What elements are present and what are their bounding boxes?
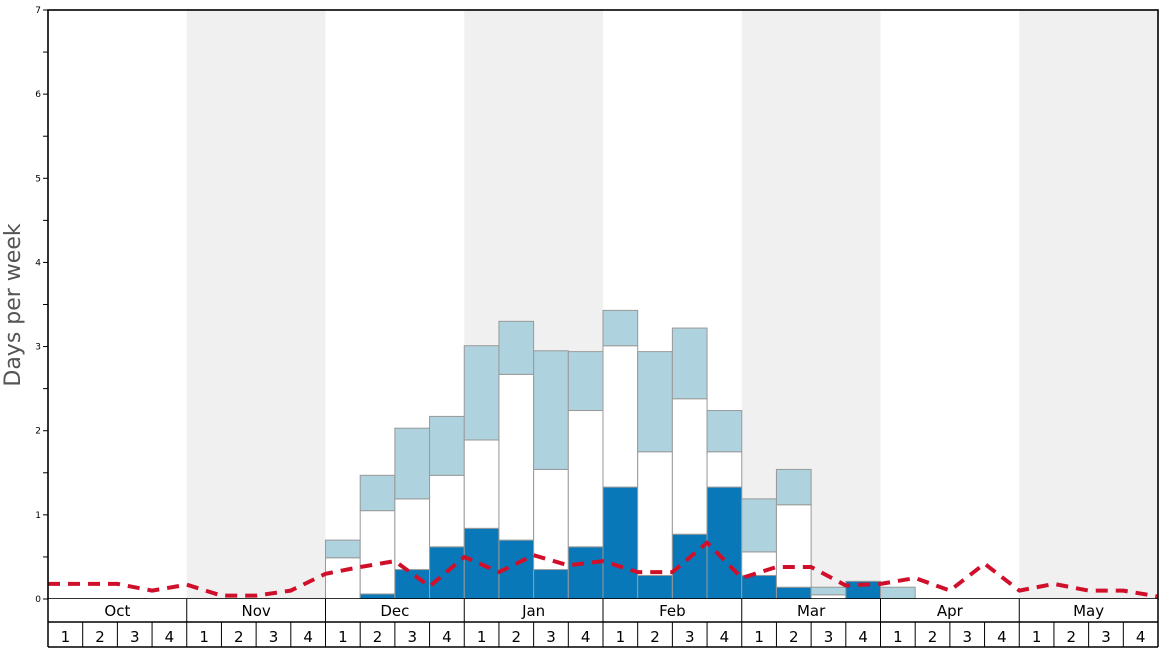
week-label: 1 <box>1032 628 1042 646</box>
bar-segment <box>775 468 812 506</box>
week-label: 3 <box>685 628 695 646</box>
week-label: 1 <box>61 628 71 646</box>
bar-segment <box>429 546 465 600</box>
bar-segment <box>637 351 673 453</box>
dashed-line-series <box>48 540 1159 599</box>
week-label: 2 <box>928 628 938 646</box>
bar-segment <box>741 574 777 600</box>
bar-segment <box>498 373 535 541</box>
y-tick-label: 1 <box>35 511 41 521</box>
bar-segment <box>741 498 777 553</box>
week-label: 3 <box>962 628 972 646</box>
week-label: 1 <box>754 628 764 646</box>
bar-segment <box>706 486 743 600</box>
week-label: 4 <box>858 628 868 646</box>
week-label: 4 <box>165 628 175 646</box>
bar-segment <box>567 410 604 548</box>
week-label: 1 <box>199 628 209 646</box>
bar-segment <box>810 586 847 596</box>
week-label: 1 <box>477 628 487 646</box>
bar-segment <box>567 351 604 412</box>
bar-segment <box>775 586 812 600</box>
bar-segment <box>602 486 639 600</box>
week-label: 4 <box>1136 628 1146 646</box>
bar-segment <box>325 539 361 559</box>
month-label: Jan <box>521 602 545 620</box>
bar-segment <box>359 510 396 595</box>
bar-segment <box>671 398 708 535</box>
y-tick-label: 6 <box>35 90 41 100</box>
bar-segment <box>463 439 500 529</box>
y-tick-label: 4 <box>35 258 41 268</box>
week-label: 3 <box>1101 628 1111 646</box>
bar-segment <box>359 474 396 512</box>
bar-segment <box>533 350 569 470</box>
week-label: 4 <box>303 628 313 646</box>
bar-segment <box>706 410 743 453</box>
x-axis: Oct Nov Dec Jan Feb Mar Apr May 1 2 3 4 1 2 3 4 1 2 3 4 1 2 3 4… <box>47 599 1159 648</box>
bar-segment <box>741 551 777 576</box>
bar-segment <box>637 451 673 576</box>
week-label: 1 <box>338 628 348 646</box>
week-label: 3 <box>407 628 417 646</box>
bar-segment <box>429 415 465 476</box>
y-axis: 0 1 2 3 4 5 6 7 <box>35 6 48 605</box>
month-label: Nov <box>241 602 270 620</box>
month-label: Oct <box>104 602 130 620</box>
week-label: 2 <box>373 628 383 646</box>
series-line <box>48 540 1159 599</box>
bar-segment <box>533 569 569 600</box>
week-label: 4 <box>720 628 730 646</box>
week-label: 4 <box>442 628 452 646</box>
bar-segment <box>498 320 535 375</box>
bar-segment <box>775 504 812 588</box>
bar-segment <box>602 345 639 488</box>
bar-segment <box>394 427 431 500</box>
bar-segment <box>706 451 743 488</box>
week-label: 3 <box>546 628 556 646</box>
week-label: 2 <box>1067 628 1077 646</box>
bar-segment <box>394 569 431 600</box>
week-label: 1 <box>893 628 903 646</box>
month-label: Feb <box>659 602 686 620</box>
y-tick-label: 7 <box>35 6 41 16</box>
bar-segment <box>429 474 465 548</box>
bar-segment <box>567 546 604 600</box>
week-label: 2 <box>650 628 660 646</box>
month-shading <box>186 10 1158 599</box>
month-label: Mar <box>797 602 826 620</box>
month-label: May <box>1073 602 1104 620</box>
week-label: 2 <box>512 628 522 646</box>
week-label: 4 <box>581 628 591 646</box>
bar-segment <box>463 345 500 441</box>
month-shade <box>1019 10 1158 599</box>
bar-segment <box>637 574 673 600</box>
bar-segment <box>325 557 361 600</box>
y-tick-label: 2 <box>35 427 41 437</box>
week-label: 2 <box>95 628 105 646</box>
bar-segment <box>602 309 639 347</box>
week-label: 3 <box>269 628 279 646</box>
y-tick-label: 5 <box>35 174 41 184</box>
week-label: 2 <box>789 628 799 646</box>
week-label: 1 <box>616 628 626 646</box>
bar-segment <box>533 468 569 571</box>
month-label: Apr <box>937 602 964 620</box>
week-label: 3 <box>824 628 834 646</box>
bar-segment <box>880 586 916 600</box>
week-label: 2 <box>234 628 244 646</box>
y-tick-label: 0 <box>35 595 41 605</box>
bar-segment <box>394 498 431 571</box>
stacked-bars <box>325 309 916 600</box>
week-label: 4 <box>997 628 1007 646</box>
month-shade <box>186 10 326 599</box>
y-tick-label: 3 <box>35 343 41 353</box>
month-label: Dec <box>380 602 409 620</box>
week-label: 3 <box>130 628 140 646</box>
y-axis-title: Days per week <box>1 223 26 386</box>
bar-segment <box>671 327 708 400</box>
